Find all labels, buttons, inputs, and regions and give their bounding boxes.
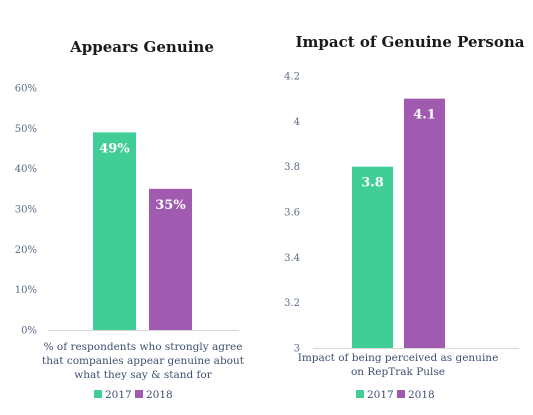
chart-1: Appears Genuine 0% 10% 20% 30% 40% 50% 60% 49% 35… bbox=[15, 38, 245, 401]
legend-label-2018: 2018 bbox=[146, 389, 173, 401]
legend-swatch-2017 bbox=[94, 390, 102, 398]
legend-swatch-2018 bbox=[135, 390, 143, 398]
y-tick-label: 3.2 bbox=[284, 298, 300, 309]
y-tick-label: 3.4 bbox=[284, 253, 300, 264]
y-tick-label: 30% bbox=[15, 205, 37, 216]
bar-2017 bbox=[352, 166, 393, 348]
x-axis-caption: on RepTrak Pulse bbox=[351, 366, 445, 378]
y-tick-label: 20% bbox=[15, 245, 37, 256]
bar-2017 bbox=[93, 132, 136, 330]
y-tick-label: 60% bbox=[15, 84, 37, 95]
data-label: 49% bbox=[99, 141, 130, 156]
y-tick-label: 3 bbox=[294, 344, 300, 355]
y-tick-label: 4 bbox=[294, 117, 300, 128]
chart-title: Appears Genuine bbox=[69, 38, 214, 56]
y-tick-label: 10% bbox=[15, 285, 37, 296]
legend-label-2017: 2017 bbox=[105, 389, 132, 401]
data-label: 4.1 bbox=[413, 108, 436, 123]
y-tick-label: 3.8 bbox=[284, 162, 300, 173]
y-tick-label: 40% bbox=[15, 164, 37, 175]
bar-2018 bbox=[149, 188, 192, 330]
legend-swatch-2017 bbox=[356, 390, 364, 398]
chart-title: Impact of Genuine Persona bbox=[296, 33, 525, 51]
x-axis-caption: % of respondents who strongly agree bbox=[44, 341, 243, 353]
legend-label-2018: 2018 bbox=[408, 389, 435, 401]
y-tick-label: 4.2 bbox=[284, 72, 300, 83]
data-label: 35% bbox=[155, 198, 186, 213]
x-axis-caption: that companies appear genuine about bbox=[42, 355, 245, 367]
x-axis-caption: what they say & stand for bbox=[74, 369, 213, 381]
legend-swatch-2018 bbox=[397, 390, 405, 398]
y-tick-label: 3.6 bbox=[284, 208, 300, 219]
x-axis-caption: Impact of being perceived as genuine bbox=[298, 352, 499, 364]
legend-label-2017: 2017 bbox=[367, 389, 394, 401]
bar-2018 bbox=[404, 98, 445, 349]
y-tick-label: 0% bbox=[21, 326, 37, 337]
chart-2: Impact of Genuine Persona 3 3.2 3.4 3.6 3.8 4 4… bbox=[284, 33, 525, 401]
data-label: 3.8 bbox=[361, 176, 384, 191]
y-tick-label: 50% bbox=[15, 124, 37, 135]
